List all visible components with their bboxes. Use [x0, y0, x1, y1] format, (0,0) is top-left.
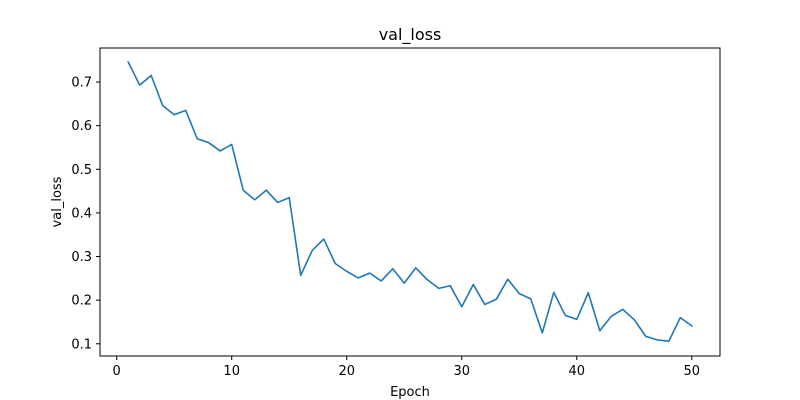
x-axis: 0 10 20 30 40 50: [113, 356, 701, 379]
x-tick-label: 40: [569, 364, 586, 379]
x-tick-label: 20: [338, 364, 355, 379]
y-tick-label: 0.2: [71, 294, 92, 309]
chart-title: val_loss: [379, 25, 442, 45]
x-tick-label: 30: [453, 364, 470, 379]
y-tick-label: 0.7: [71, 76, 92, 91]
x-tick-label: 10: [223, 364, 240, 379]
y-tick-label: 0.6: [71, 119, 92, 134]
plot-frame: [99, 47, 721, 357]
series-line-val-loss: [127, 60, 693, 342]
y-tick-label: 0.3: [71, 250, 92, 265]
y-tick-label: 0.1: [71, 337, 92, 352]
y-tick-label: 0.4: [71, 206, 92, 221]
x-axis-label: Epoch: [390, 385, 430, 400]
x-tick-label: 50: [684, 364, 701, 379]
y-axis-label: val_loss: [50, 176, 65, 227]
y-axis: 0.1 0.2 0.3 0.4 0.5 0.6 0.7: [71, 76, 100, 352]
plot-area: 0 10 20 30 40 50 0.1 0.2 0.3 0.4 0.5 0.6 0.7: [71, 47, 721, 379]
y-tick-label: 0.5: [71, 163, 92, 178]
x-tick-label: 0: [113, 364, 121, 379]
